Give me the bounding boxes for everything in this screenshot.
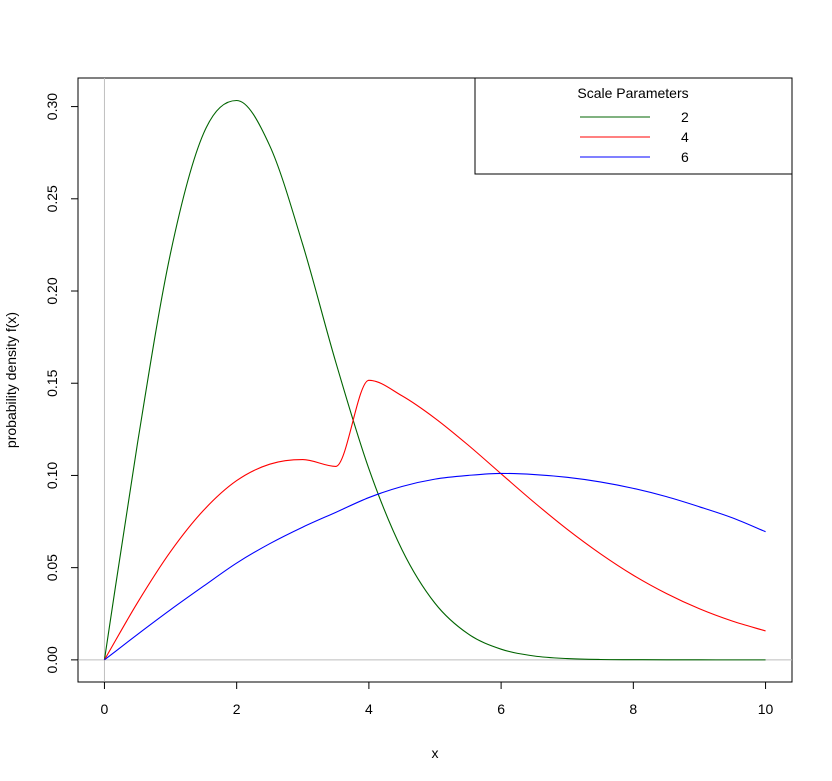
legend-label-scale-6: 6 — [681, 149, 689, 165]
legend-box — [474, 77, 793, 175]
y-tick-label: 0.30 — [44, 93, 60, 120]
y-tick-label: 0.10 — [44, 462, 60, 489]
y-axis-title: probability density f(x) — [3, 312, 19, 448]
y-tick-label: 0.20 — [44, 277, 60, 304]
x-tick-label: 8 — [629, 701, 637, 717]
legend-label-scale-2: 2 — [681, 109, 689, 125]
x-tick-label: 2 — [233, 701, 241, 717]
y-axis: 0.00 0.05 0.10 0.15 0.20 0.25 0.30 — [44, 93, 79, 673]
x-axis: 0 2 4 6 8 10 — [101, 681, 774, 717]
x-tick-label: 10 — [758, 701, 774, 717]
series-line-scale-4 — [103, 379, 766, 661]
legend: Scale Parameters 2 4 6 — [474, 77, 793, 175]
x-tick-label: 4 — [365, 701, 373, 717]
series-line-scale-2 — [103, 99, 766, 661]
x-tick-label: 0 — [101, 701, 109, 717]
y-tick-label: 0.00 — [44, 646, 60, 673]
legend-entries: 2 4 6 — [580, 109, 689, 165]
series-layer — [103, 99, 766, 661]
y-tick-label: 0.25 — [44, 185, 60, 212]
legend-title: Scale Parameters — [577, 85, 688, 101]
y-tick-label: 0.05 — [44, 554, 60, 581]
series-line-scale-6 — [104, 472, 766, 661]
y-tick-label: 0.15 — [44, 369, 60, 396]
x-tick-label: 6 — [497, 701, 505, 717]
x-axis-title: x — [432, 745, 439, 761]
legend-label-scale-4: 4 — [681, 129, 689, 145]
